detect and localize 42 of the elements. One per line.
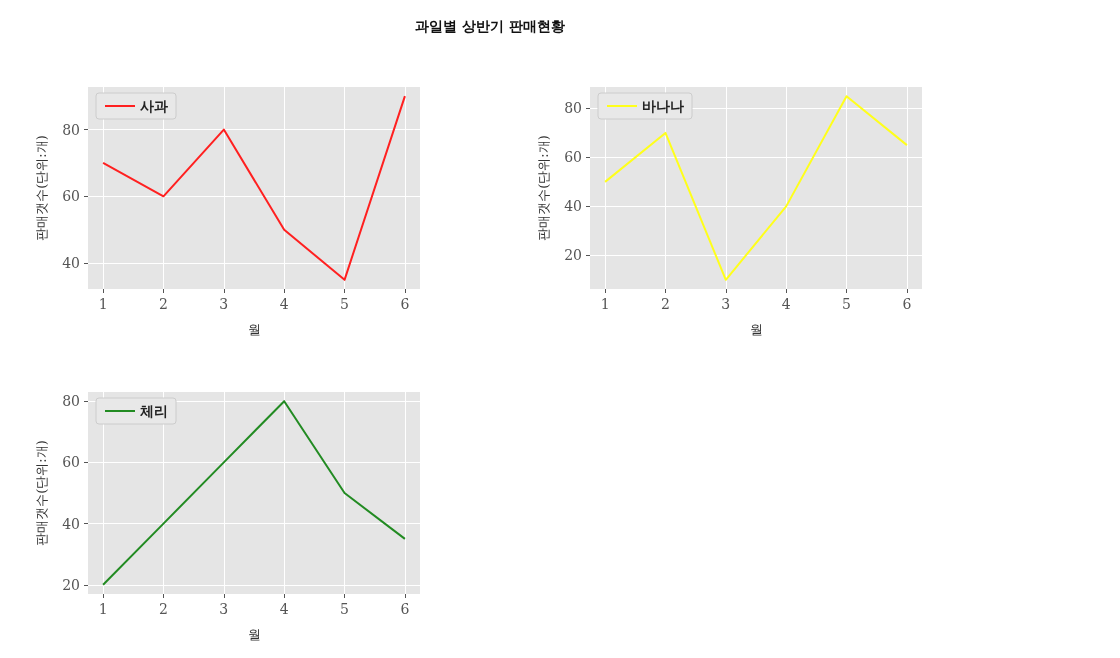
y-tick-label: 60 [62,188,80,205]
text: 과일별 상반기 판매현황 [414,18,566,36]
x-tick-label: 1 [98,296,108,312]
y-tick-label: 40 [62,255,80,272]
line-series [604,95,908,281]
x-tick-label: 2 [158,296,168,312]
x-tick-label: 4 [781,296,791,312]
x-tick-label: 6 [902,296,912,312]
x-tick-label: 2 [158,601,168,617]
y-tick-label: 40 [564,198,582,215]
x-tick-label: 1 [98,601,108,617]
y-tick-label: 80 [62,121,80,138]
x-tick-label: 5 [842,296,852,312]
x-tick-label: 3 [219,296,229,312]
x-tick-label: 4 [279,601,289,617]
y-tick-label: 80 [62,393,80,410]
x-tick-label: 1 [600,296,610,312]
y-axis-title: 판매갯수(단위:개) [34,440,49,546]
x-axis-title: 월 [247,627,261,642]
y-tick-label: 20 [62,576,80,593]
y-tick-label: 40 [62,515,80,532]
y-axis-title: 판매갯수(단위:개) [536,135,551,241]
x-tick-label: 4 [279,296,289,312]
x-tick-label: 3 [721,296,731,312]
x-axis-title: 월 [247,322,261,337]
legend-label: 체리 [139,403,168,419]
line-series [102,95,406,281]
y-tick-label: 60 [564,149,582,166]
legend-label: 바나나 [642,98,684,114]
y-tick-label: 80 [564,100,582,117]
x-tick-label: 5 [340,296,350,312]
x-tick-label: 2 [660,296,670,312]
x-axis-title: 월 [749,322,763,337]
line-series [102,400,406,586]
y-tick-label: 20 [564,247,582,264]
x-tick-label: 6 [400,296,410,312]
y-axis-title: 판매갯수(단위:개) [34,135,49,241]
x-tick-label: 5 [340,601,350,617]
legend-label: 사과 [140,98,168,114]
x-tick-label: 6 [400,601,410,617]
x-tick-label: 3 [219,601,229,617]
y-tick-label: 60 [62,454,80,471]
